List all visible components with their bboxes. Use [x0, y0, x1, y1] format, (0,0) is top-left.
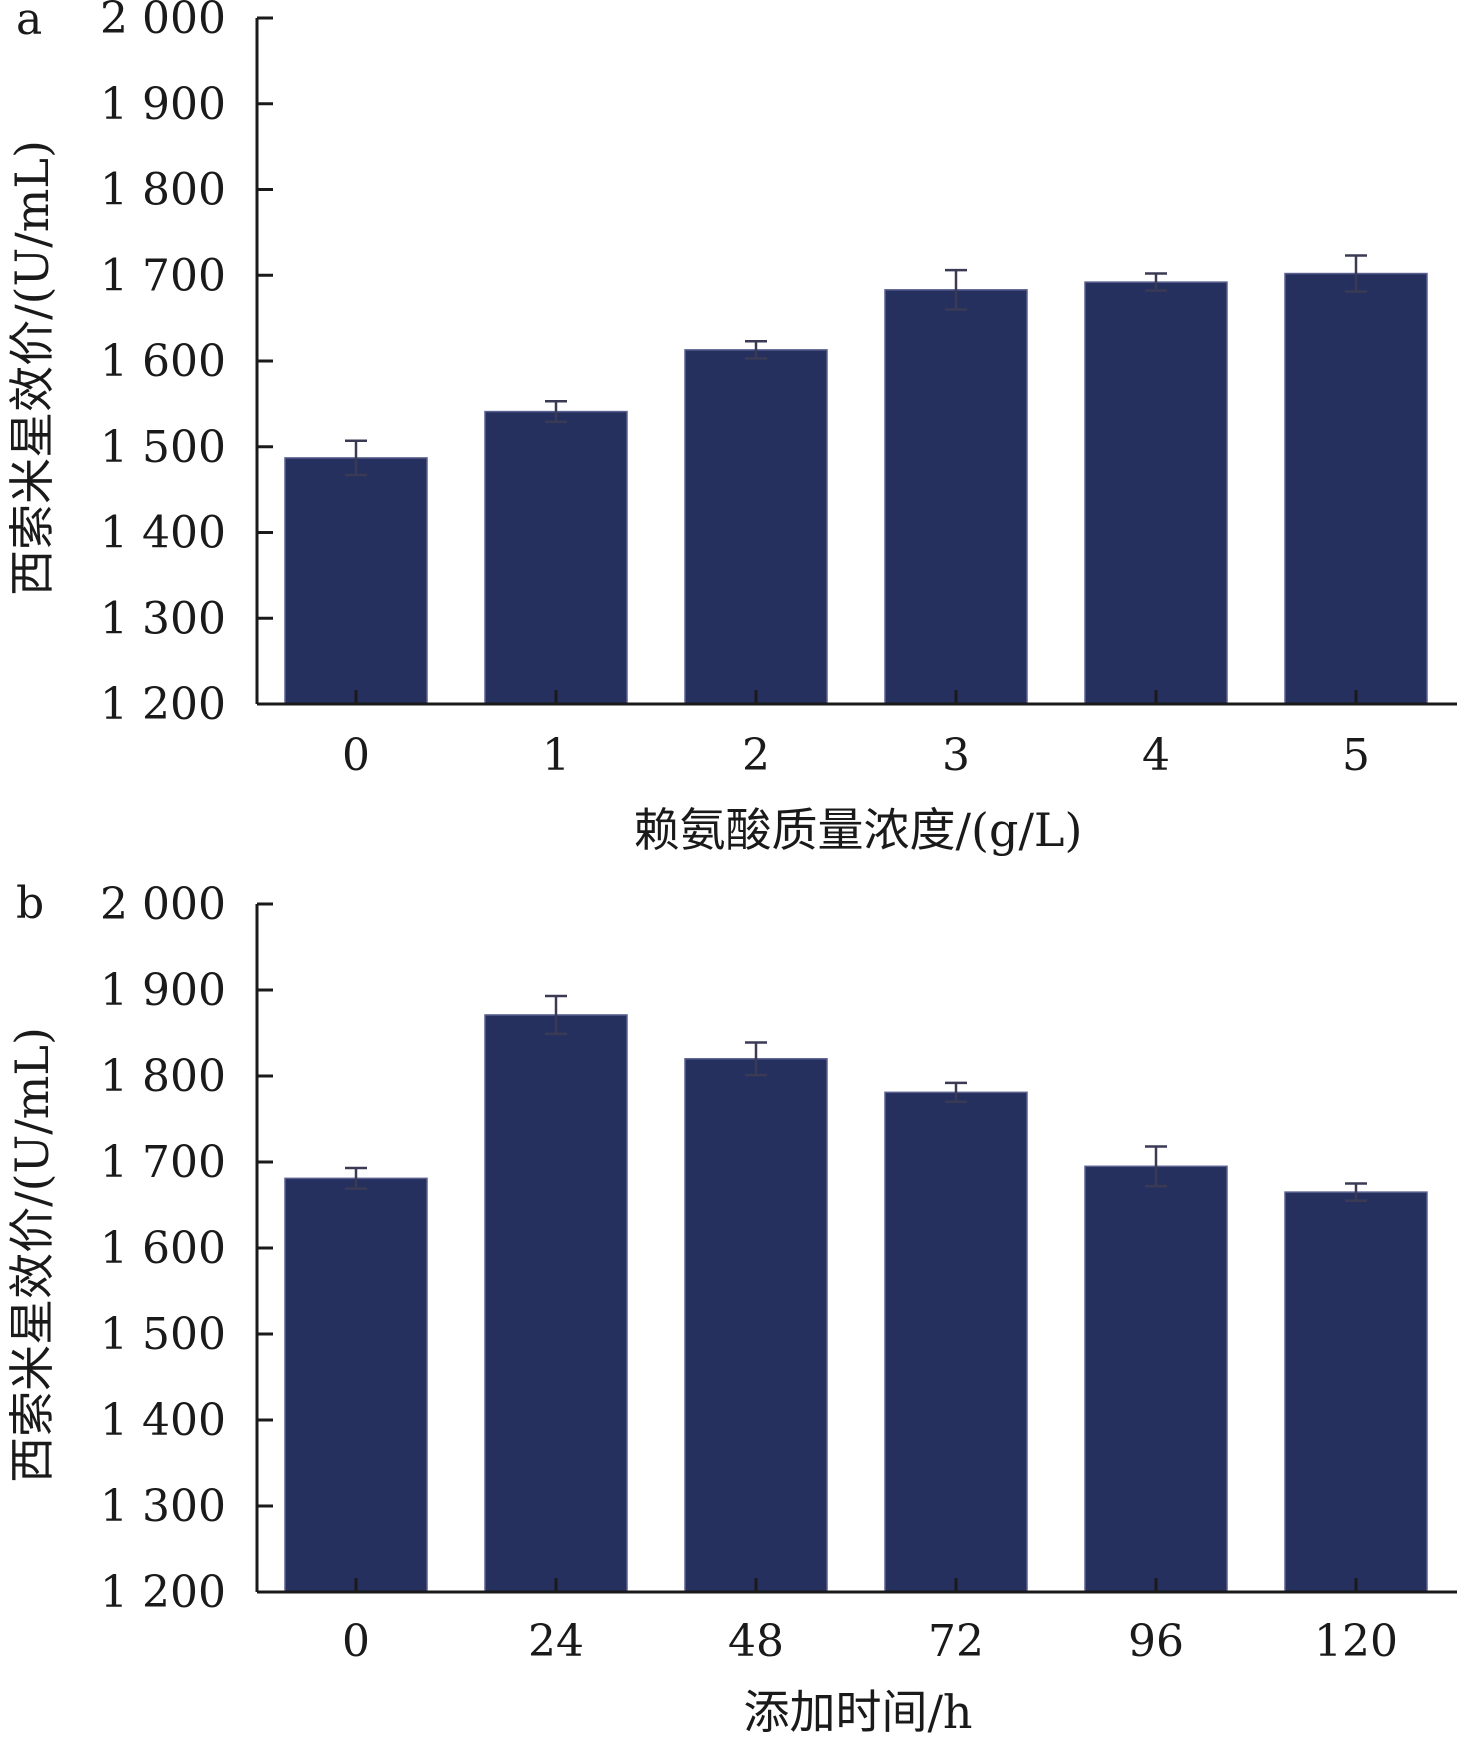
x-tick-label-b: 24 — [528, 1616, 584, 1667]
chart-panel-a: a 西索米星效价/(U/mL) 1 200 1 300 1 400 1 500 1 60… — [5, 0, 1457, 857]
y-tick-label-b: 1 800 — [100, 1051, 226, 1102]
panel-label-b: b — [16, 878, 44, 929]
y-tick-label-a: 1 600 — [100, 336, 226, 387]
error-bar-a-3 — [945, 268, 967, 311]
chart-panel-b: b 西索米星效价/(U/mL) 1 200 1 300 1 400 1 500 1 60… — [5, 878, 1457, 1739]
y-tick-label-a: 1 200 — [100, 679, 226, 730]
error-bars-a — [345, 254, 1367, 477]
y-ticks-a: 1 200 1 300 1 400 1 500 1 600 1 700 1 800 1 900… — [100, 0, 273, 730]
bar-a-2 — [684, 349, 828, 705]
x-tick-label-b: 72 — [928, 1616, 984, 1667]
x-tick-label-b: 0 — [342, 1616, 370, 1667]
y-tick-label-b: 1 400 — [100, 1395, 226, 1446]
x-ticks-b: 0 24 48 72 96 120 — [342, 1578, 1398, 1667]
x-tick-label-a: 0 — [342, 730, 370, 781]
bar-b-24 — [484, 1014, 628, 1593]
error-bar-b-72 — [945, 1081, 967, 1104]
x-axis-title-a: 赖氨酸质量浓度/(g/L) — [634, 803, 1083, 857]
x-tick-label-b: 120 — [1314, 1616, 1398, 1667]
y-tick-label-a: 1 900 — [100, 79, 226, 130]
y-tick-label-b: 1 300 — [100, 1481, 226, 1532]
bar-b-96 — [1084, 1165, 1228, 1593]
x-tick-label-a: 2 — [742, 730, 770, 781]
error-bar-b-48 — [745, 1041, 767, 1077]
y-tick-label-a: 1 500 — [100, 422, 226, 473]
y-tick-label-b: 1 700 — [100, 1137, 226, 1188]
y-tick-label-b: 1 900 — [100, 965, 226, 1016]
bar-b-72 — [884, 1091, 1028, 1593]
bar-b-120 — [1284, 1191, 1428, 1593]
x-tick-label-b: 96 — [1128, 1616, 1184, 1667]
y-tick-label-a: 1 700 — [100, 250, 226, 301]
bar-a-5 — [1284, 272, 1428, 705]
x-tick-label-a: 1 — [542, 730, 570, 781]
y-ticks-b: 1 200 1 300 1 400 1 500 1 600 1 700 1 800 1 900… — [100, 879, 273, 1618]
y-tick-label-a: 1 800 — [100, 165, 226, 216]
error-bar-b-120 — [1345, 1182, 1367, 1202]
error-bar-a-5 — [1345, 254, 1367, 293]
bar-a-3 — [884, 289, 1028, 705]
y-axis-title-a: 西索米星效价/(U/mL) — [5, 140, 59, 596]
bar-a-1 — [484, 410, 628, 705]
x-tick-label-a: 5 — [1342, 730, 1370, 781]
bars-a — [284, 272, 1428, 705]
bar-b-48 — [684, 1058, 828, 1593]
bars-b — [284, 1014, 1428, 1593]
y-tick-label-b: 1 200 — [100, 1567, 226, 1618]
y-tick-label-a: 2 000 — [100, 0, 226, 44]
x-ticks-a: 0 1 2 3 4 5 — [342, 690, 1370, 781]
y-tick-label-b: 1 500 — [100, 1309, 226, 1360]
bar-a-4 — [1084, 281, 1228, 705]
error-bar-b-24 — [545, 994, 567, 1036]
error-bar-b-96 — [1145, 1145, 1167, 1188]
y-tick-label-a: 1 400 — [100, 508, 226, 559]
y-tick-label-a: 1 300 — [100, 593, 226, 644]
bar-a-0 — [284, 457, 428, 705]
x-tick-label-b: 48 — [728, 1616, 784, 1667]
error-bar-a-0 — [345, 439, 367, 477]
error-bar-a-4 — [1145, 272, 1167, 292]
error-bar-b-0 — [345, 1166, 367, 1190]
x-tick-label-a: 4 — [1142, 730, 1170, 781]
error-bar-a-2 — [745, 340, 767, 360]
y-tick-label-b: 2 000 — [100, 879, 226, 930]
error-bars-b — [345, 994, 1367, 1202]
bar-b-0 — [284, 1177, 428, 1593]
y-axis-title-b: 西索米星效价/(U/mL) — [5, 1027, 59, 1483]
y-tick-label-b: 1 600 — [100, 1223, 226, 1274]
error-bar-a-1 — [545, 400, 567, 424]
x-tick-label-a: 3 — [942, 730, 970, 781]
x-axis-title-b: 添加时间/h — [743, 1685, 972, 1739]
panel-label-a: a — [16, 0, 42, 45]
